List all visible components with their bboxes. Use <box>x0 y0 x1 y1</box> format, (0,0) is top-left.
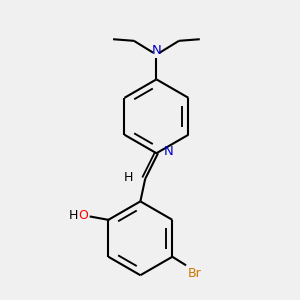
Text: N: N <box>152 44 161 57</box>
Text: N: N <box>164 145 174 158</box>
Text: Br: Br <box>188 267 202 280</box>
Text: O: O <box>79 209 88 222</box>
Text: H: H <box>124 171 133 184</box>
Text: H: H <box>68 209 78 222</box>
